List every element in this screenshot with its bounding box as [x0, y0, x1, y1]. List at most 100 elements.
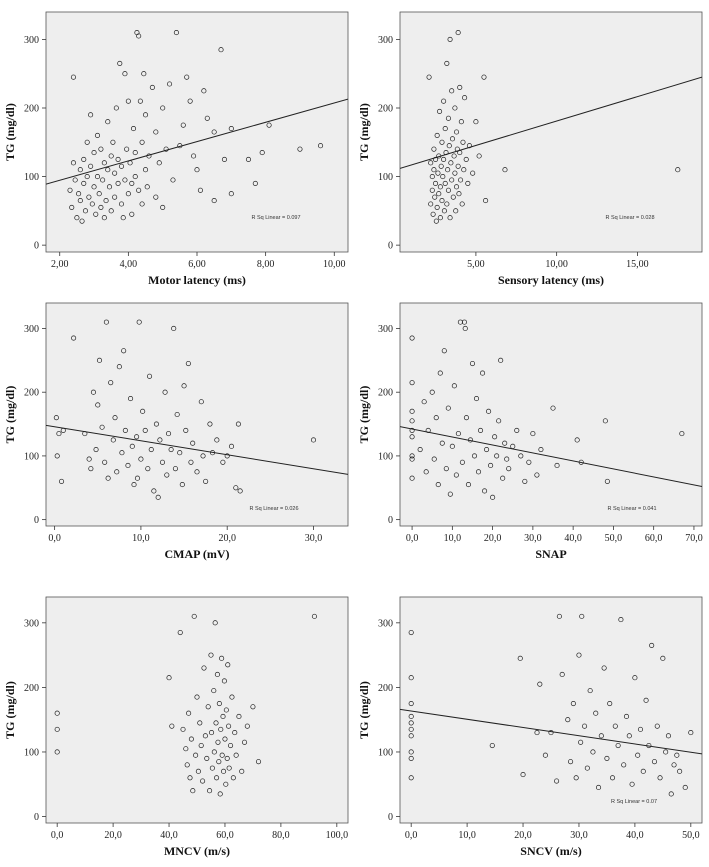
data-point — [224, 755, 230, 761]
data-point — [115, 180, 121, 186]
data-point — [98, 146, 104, 152]
data-point — [454, 146, 460, 152]
data-point — [86, 456, 92, 462]
data-point — [56, 431, 62, 437]
chart-panel-1: 0 100 200 300 2,00 4,00 6,00 8,00 10,00 Motor lat… — [3, 11, 349, 287]
data-point — [208, 652, 214, 658]
r-squared-label: R Sq Linear = 0.026 — [249, 506, 298, 512]
data-point — [408, 775, 414, 781]
data-point — [160, 204, 166, 210]
x-tick-label: 60,0 — [645, 533, 663, 544]
data-point — [517, 655, 523, 661]
x-tick-label: 15,00 — [626, 259, 649, 270]
data-point — [77, 167, 83, 173]
data-point — [408, 720, 414, 726]
data-point — [124, 146, 130, 152]
x-tick-label: 40,0 — [564, 533, 582, 544]
data-point — [105, 475, 111, 481]
data-point — [514, 427, 520, 433]
data-point — [162, 389, 168, 395]
data-point — [409, 418, 415, 424]
data-point — [431, 167, 437, 173]
data-point — [81, 156, 87, 162]
data-point — [576, 652, 582, 658]
data-point — [442, 126, 448, 132]
data-point — [214, 775, 220, 781]
x-tick-label: 10,0 — [458, 830, 476, 841]
data-point — [425, 427, 431, 433]
data-point — [665, 733, 671, 739]
y-tick-label: 100 — [378, 747, 393, 758]
data-point — [99, 424, 105, 430]
data-point — [218, 726, 224, 732]
data-point — [82, 431, 88, 437]
data-point — [470, 170, 476, 176]
y-axis-label: TG (mg/dl) — [357, 681, 371, 739]
data-point — [213, 720, 219, 726]
data-point — [408, 749, 414, 755]
y-tick-label: 100 — [24, 747, 39, 758]
data-point — [408, 700, 414, 707]
data-point — [437, 184, 443, 190]
data-point — [132, 150, 138, 156]
x-tick-label: 50,0 — [605, 533, 623, 544]
data-point — [209, 765, 215, 771]
data-point — [70, 74, 77, 80]
data-point — [590, 749, 596, 755]
data-point — [663, 749, 669, 755]
data-point — [112, 415, 118, 421]
data-point — [458, 177, 464, 183]
data-point — [228, 742, 234, 749]
data-point — [548, 730, 554, 736]
x-tick-label: 20,0 — [218, 533, 236, 544]
data-point — [121, 348, 127, 354]
data-point — [473, 119, 479, 125]
data-point — [101, 215, 107, 221]
data-point — [473, 396, 480, 402]
y-axis-label: TG (mg/dl) — [357, 386, 371, 444]
data-point — [214, 671, 220, 678]
data-point — [409, 408, 415, 414]
data-point — [458, 119, 464, 125]
data-point — [139, 139, 145, 145]
data-point — [598, 733, 604, 739]
data-point — [443, 150, 449, 156]
data-point — [635, 752, 641, 758]
plot-area — [45, 596, 349, 824]
data-point — [174, 411, 180, 418]
data-point — [421, 399, 427, 405]
data-point — [125, 191, 131, 197]
data-point — [409, 427, 415, 433]
x-tick-label: 0,0 — [406, 533, 419, 544]
x-tick-label: 70,0 — [685, 533, 703, 544]
data-point — [475, 469, 482, 475]
y-axis-label: TG (mg/dl) — [3, 103, 17, 161]
data-point — [221, 768, 227, 774]
plot-marks — [46, 30, 348, 224]
data-point — [435, 170, 441, 176]
data-point — [444, 60, 450, 66]
data-point — [429, 174, 435, 180]
data-point — [127, 160, 133, 166]
data-point — [180, 726, 186, 732]
data-point — [609, 775, 616, 781]
data-point — [601, 665, 607, 671]
data-point — [455, 431, 461, 437]
data-point — [595, 784, 602, 791]
x-tick-label: 40,0 — [626, 830, 644, 841]
data-point — [481, 74, 487, 80]
data-point — [223, 707, 229, 713]
data-point — [100, 177, 106, 183]
data-point — [483, 198, 489, 204]
data-point — [526, 459, 532, 465]
data-point — [129, 443, 135, 449]
data-point — [142, 167, 149, 173]
data-point — [456, 191, 462, 197]
data-point — [116, 364, 122, 370]
x-axis-label: SNAP — [535, 547, 566, 561]
x-tick-label: 100,0 — [326, 830, 349, 841]
y-tick-label: 0 — [388, 241, 393, 252]
x-tick-label: 0,0 — [51, 830, 64, 841]
data-point — [688, 730, 694, 736]
